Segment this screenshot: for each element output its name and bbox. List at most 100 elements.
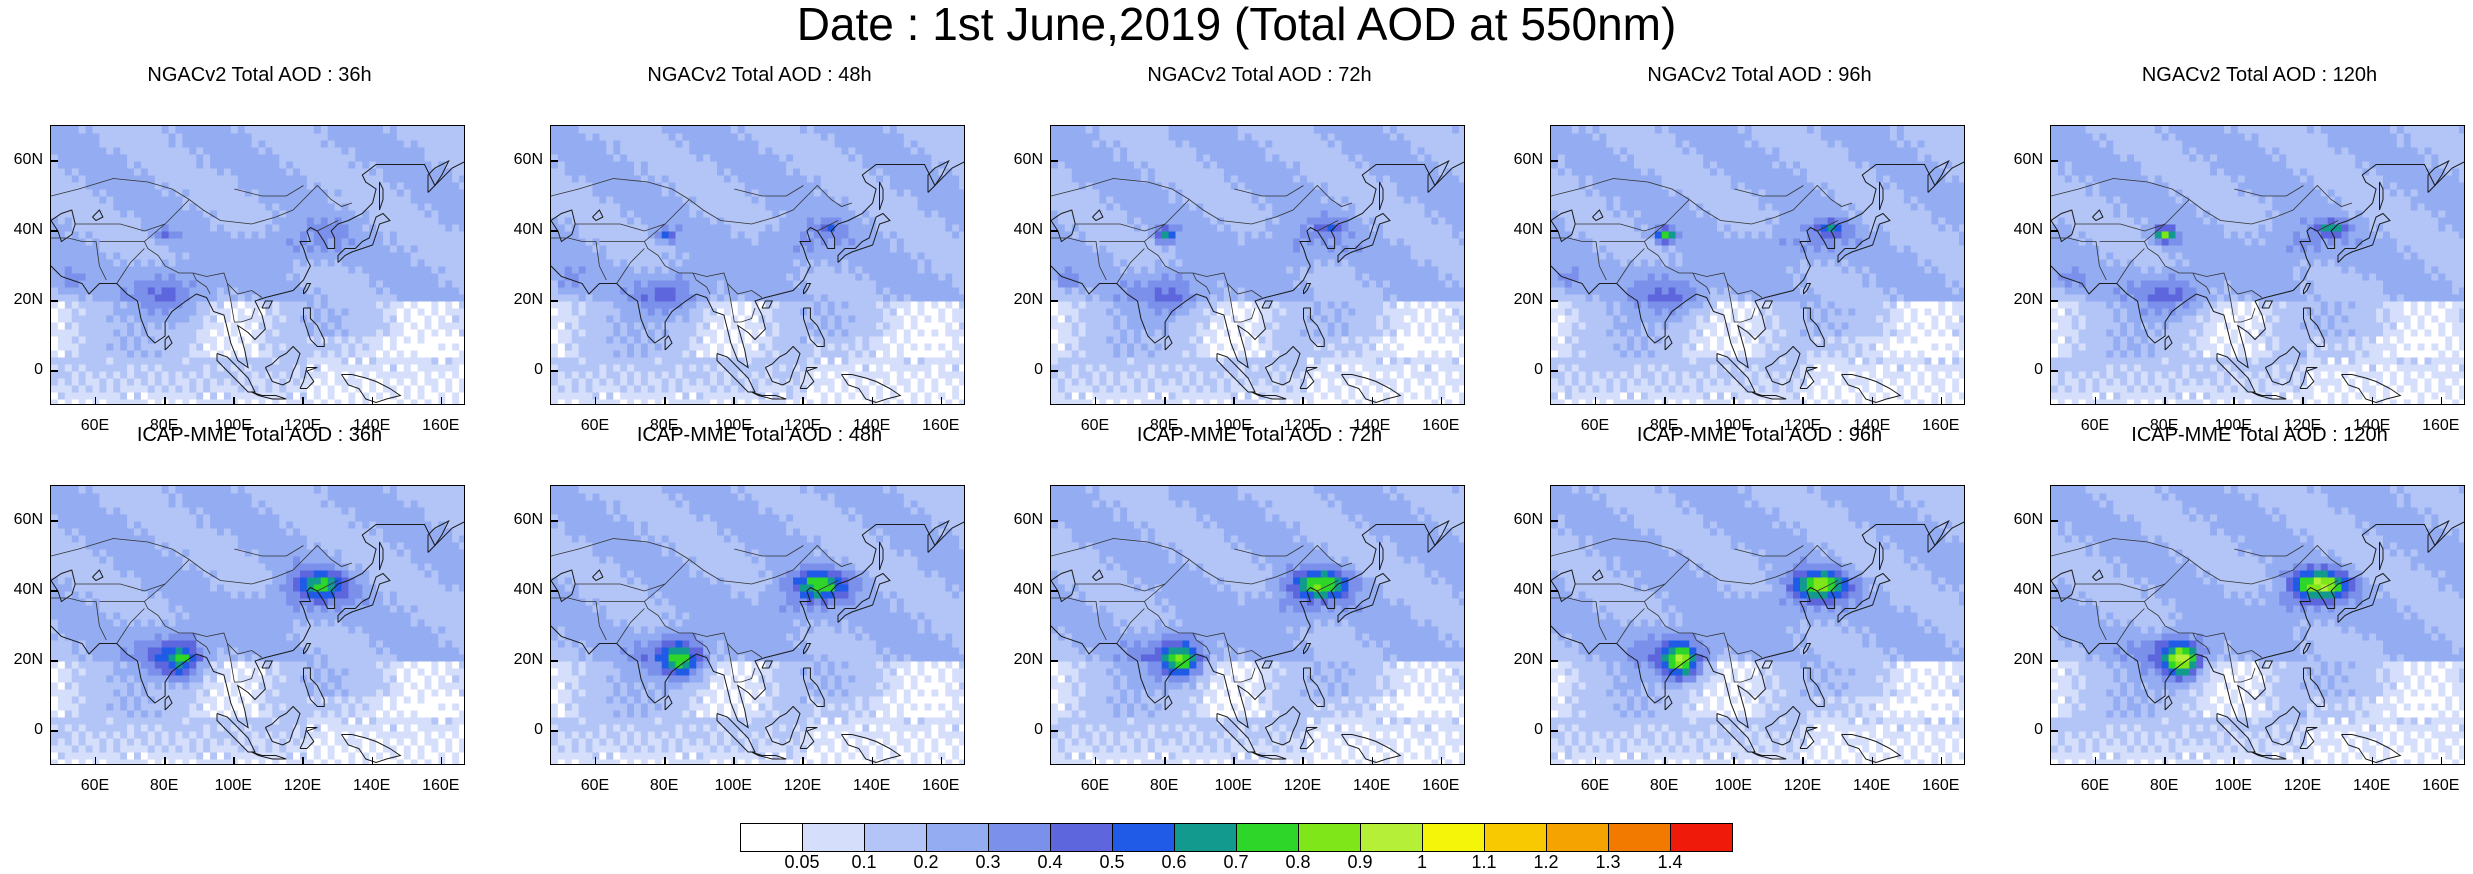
coastline bbox=[2299, 367, 2318, 389]
lat-tick-label: 60N bbox=[1503, 511, 1543, 529]
country-border bbox=[1227, 283, 1256, 323]
lon-tickmark bbox=[1594, 757, 1597, 765]
colorbar-swatch bbox=[1422, 823, 1485, 852]
coastline bbox=[2379, 181, 2384, 211]
colorbar-label: 0.4 bbox=[1030, 852, 1070, 873]
coastline bbox=[551, 569, 576, 603]
lat-tick-label: 0 bbox=[1003, 361, 1043, 379]
coastline bbox=[251, 751, 287, 760]
lat-tick-label: 20N bbox=[3, 651, 43, 669]
lon-tick-label: 80E bbox=[1140, 777, 1188, 795]
coastline bbox=[664, 695, 673, 711]
lon-tick-label: 60E bbox=[71, 777, 119, 795]
country-border bbox=[51, 178, 190, 200]
coastline bbox=[1841, 374, 1902, 404]
aod-map bbox=[1550, 485, 1965, 765]
colorbar-swatch bbox=[1608, 823, 1671, 852]
country-border bbox=[551, 178, 690, 200]
country-border bbox=[1192, 272, 1211, 295]
lon-tick-label: 100E bbox=[1209, 777, 1257, 795]
colorbar-label: 1.4 bbox=[1650, 852, 1690, 873]
lat-tickmark bbox=[2050, 730, 2058, 732]
colorbar-label: 1.2 bbox=[1526, 852, 1566, 873]
lon-tick-label: 60E bbox=[1071, 417, 1119, 435]
coastline bbox=[2303, 283, 2312, 295]
coastline bbox=[1251, 751, 1287, 760]
lon-tick-label: 60E bbox=[1571, 417, 1619, 435]
colorbar-swatch bbox=[1174, 823, 1237, 852]
coastline bbox=[2264, 345, 2301, 386]
coastline bbox=[51, 161, 464, 369]
lon-tickmark bbox=[164, 397, 166, 405]
country-border bbox=[1817, 580, 1839, 592]
country-border bbox=[99, 601, 263, 658]
colorbar-swatch bbox=[1112, 823, 1175, 852]
lat-tick-label: 60N bbox=[1003, 151, 1043, 169]
coastline bbox=[2337, 212, 2391, 263]
country-border bbox=[1227, 643, 1256, 683]
coastline bbox=[764, 345, 801, 386]
country-border bbox=[692, 632, 711, 655]
coastline bbox=[1299, 367, 1318, 389]
coastline bbox=[51, 569, 76, 603]
country-border bbox=[1692, 272, 1711, 295]
coastline bbox=[551, 209, 576, 243]
lon-tick-label: 160E bbox=[917, 417, 965, 435]
lon-tick-label: 100E bbox=[2209, 777, 2257, 795]
colorbar-swatch bbox=[1546, 823, 1609, 852]
lon-tickmark bbox=[1233, 757, 1235, 765]
lon-tickmark bbox=[871, 397, 874, 405]
coastline bbox=[92, 209, 104, 222]
lon-tick-label: 100E bbox=[1709, 777, 1757, 795]
lat-tick-label: 20N bbox=[1003, 291, 1043, 309]
lat-tick-label: 60N bbox=[3, 511, 43, 529]
lat-tick-label: 60N bbox=[2003, 511, 2043, 529]
country-border bbox=[1734, 545, 1804, 557]
coastline bbox=[164, 335, 173, 351]
lon-tick-label: 120E bbox=[778, 417, 826, 435]
lat-tickmark bbox=[550, 730, 558, 732]
coastline bbox=[1551, 161, 1964, 369]
lon-tick-label: 160E bbox=[1917, 417, 1965, 435]
country-border bbox=[51, 237, 107, 281]
country-border bbox=[551, 237, 607, 281]
coastline bbox=[92, 569, 104, 582]
coastline bbox=[1164, 695, 1173, 711]
coastline bbox=[2051, 209, 2076, 243]
coastline bbox=[1303, 307, 1325, 347]
lon-tick-label: 120E bbox=[1278, 777, 1326, 795]
country-border bbox=[1575, 223, 1666, 232]
coastline bbox=[1803, 307, 1825, 347]
country-border bbox=[227, 643, 256, 683]
country-border bbox=[1727, 283, 1756, 323]
country-border bbox=[1817, 220, 1839, 232]
country-border bbox=[99, 241, 263, 298]
country-border bbox=[2099, 601, 2263, 658]
figure-title: Date : 1st June,2019 (Total AOD at 550nm… bbox=[0, 0, 2473, 48]
colorbar-swatch bbox=[740, 823, 803, 852]
country-border bbox=[2234, 185, 2304, 197]
coastline bbox=[1803, 643, 1812, 655]
panel-title: ICAP-MME Total AOD : 96h bbox=[1552, 424, 1967, 447]
lon-tick-label: 100E bbox=[1709, 417, 1757, 435]
country-border bbox=[2192, 632, 2211, 655]
country-border bbox=[1144, 544, 1353, 602]
coastline bbox=[2164, 695, 2173, 711]
coastline bbox=[51, 521, 464, 729]
coastline bbox=[751, 751, 787, 760]
coastline bbox=[2251, 391, 2287, 400]
panel-title: NGACv2 Total AOD : 72h bbox=[1052, 64, 1467, 87]
coastline bbox=[1761, 660, 1774, 669]
aod-map bbox=[550, 125, 965, 405]
coastline bbox=[2303, 307, 2325, 347]
lon-tickmark bbox=[802, 757, 804, 765]
lon-tickmark bbox=[2302, 397, 2304, 405]
country-border bbox=[1075, 583, 1166, 592]
country-border bbox=[1051, 178, 1190, 200]
country-border bbox=[1051, 538, 1190, 560]
lon-tick-label: 60E bbox=[1071, 777, 1119, 795]
coastline bbox=[2341, 374, 2402, 404]
country-border bbox=[2317, 580, 2339, 592]
colorbar-swatch bbox=[988, 823, 1051, 852]
coastline bbox=[1303, 643, 1312, 655]
